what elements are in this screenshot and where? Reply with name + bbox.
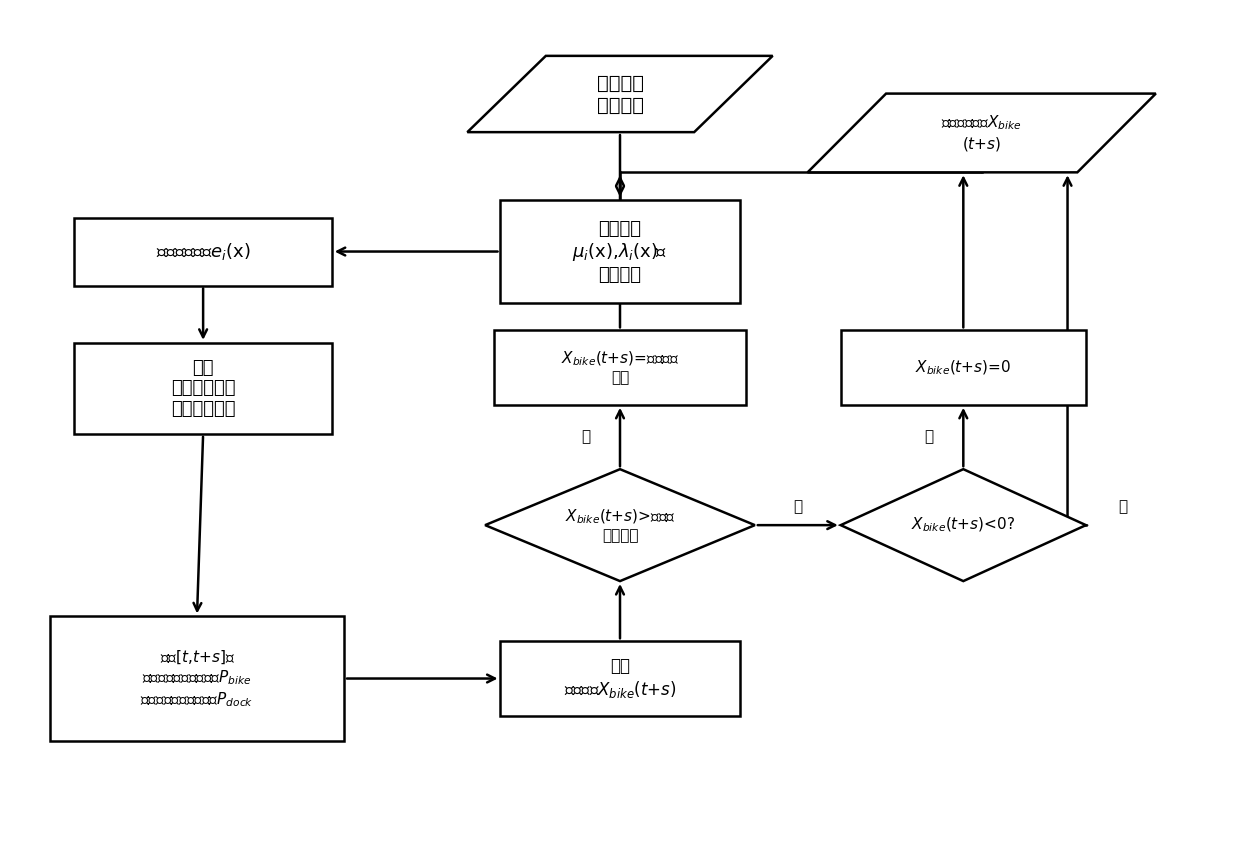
Text: $X_{bike}$($t$+$s$)>站点单
车容量？: $X_{bike}$($t$+$s$)>站点单 车容量？	[564, 507, 676, 543]
Bar	[841, 330, 1086, 405]
Text: 否: 否	[1118, 499, 1127, 514]
Polygon shape	[841, 470, 1086, 581]
Text: 模拟
骑走单车序列
归还单车序列: 模拟 骑走单车序列 归还单车序列	[171, 358, 236, 418]
Text: 单车系统
历史数据: 单车系统 历史数据	[596, 73, 644, 115]
Bar	[50, 616, 345, 741]
Text: 计算[$t$,$t$+$s$]内
骑走单车事件平均次数$P_{bike}$
归还单车事件平均次数$P_{dock}$: 计算[$t$,$t$+$s$]内 骑走单车事件平均次数$P_{bike}$ 归还…	[140, 648, 254, 709]
Bar	[501, 642, 739, 716]
Text: 否: 否	[794, 499, 802, 514]
Bar	[74, 343, 332, 434]
Bar	[495, 330, 745, 405]
Text: $X_{bike}$($t$+$s$)=站点单车
容量: $X_{bike}$($t$+$s$)=站点单车 容量	[560, 350, 680, 385]
Text: $X_{bike}$($t$+$s$)<0?: $X_{bike}$($t$+$s$)<0?	[911, 516, 1016, 534]
Text: 是: 是	[924, 430, 934, 444]
Text: 计算环境参数$e_i$(x): 计算环境参数$e_i$(x)	[156, 241, 250, 262]
Bar	[501, 200, 739, 303]
Text: 得到单车数量$X_{bike}$
($t$+$s$): 得到单车数量$X_{bike}$ ($t$+$s$)	[941, 113, 1022, 153]
Text: $X_{bike}$($t$+$s$)=0: $X_{bike}$($t$+$s$)=0	[915, 358, 1012, 377]
Polygon shape	[467, 56, 773, 132]
Text: 计算
单车数量$X_{bike}$($t$+$s$): 计算 单车数量$X_{bike}$($t$+$s$)	[564, 658, 676, 700]
Bar	[74, 217, 332, 286]
Polygon shape	[807, 94, 1156, 172]
Text: 强度函数
$\mu_i$(x),$\lambda_i$(x)的
参数学习: 强度函数 $\mu_i$(x),$\lambda_i$(x)的 参数学习	[573, 219, 667, 283]
Polygon shape	[485, 470, 755, 581]
Text: 是: 是	[582, 430, 590, 444]
